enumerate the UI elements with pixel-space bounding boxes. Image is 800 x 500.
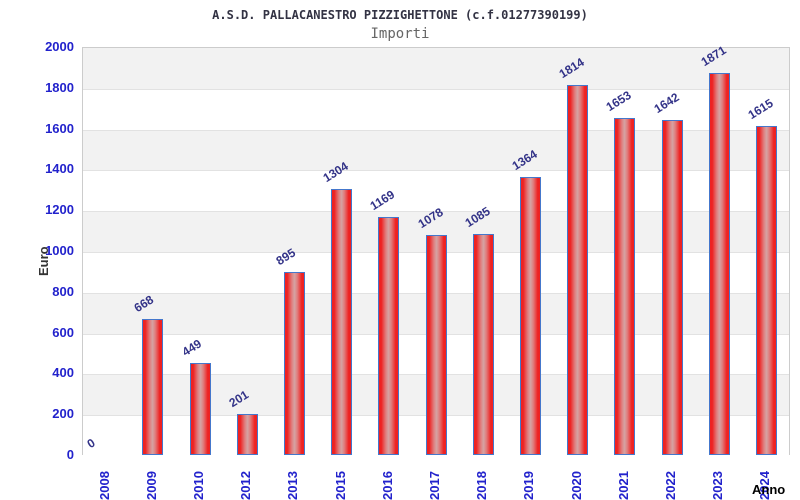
background-band (83, 129, 789, 171)
x-tick-label: 2018 (474, 471, 490, 500)
x-tick-label: 2021 (615, 471, 631, 500)
x-tick-label: 2020 (568, 471, 584, 500)
x-tick-label: 2019 (521, 471, 537, 500)
background-band (83, 374, 789, 416)
chart-title: A.S.D. PALLACANESTRO PIZZIGHETTONE (c.f.… (212, 8, 588, 22)
y-tick-label: 1200 (45, 202, 74, 218)
background-band (83, 170, 789, 212)
background-band (83, 211, 789, 252)
x-tick-label: 2015 (332, 471, 348, 500)
background-band (83, 252, 789, 293)
y-tick-label: 0 (66, 447, 74, 462)
background-band (83, 88, 789, 130)
x-tick-label: 2012 (238, 471, 254, 500)
gridline (83, 292, 789, 294)
gridline (83, 170, 789, 172)
y-tick-label: 400 (52, 365, 74, 381)
x-tick-label: 2016 (379, 471, 395, 500)
gridline (83, 415, 789, 417)
x-tick-label: 2010 (191, 471, 206, 500)
gridline (83, 252, 789, 253)
x-tick-label: 2009 (143, 471, 159, 500)
y-tick-label: 600 (52, 324, 74, 340)
plot-area (82, 47, 790, 456)
gridline (83, 374, 789, 376)
x-tick-label: 2008 (96, 471, 112, 500)
y-tick-label: 1600 (45, 120, 74, 136)
y-axis-title: Euro (36, 246, 51, 276)
x-axis-title: Anno (752, 482, 786, 497)
y-tick-label: 800 (52, 283, 74, 299)
background-band (83, 333, 789, 375)
gridline (83, 88, 789, 90)
y-tick-label: 1800 (45, 79, 74, 95)
x-tick-label: 2017 (427, 471, 442, 500)
y-tick-label: 1400 (45, 161, 74, 177)
background-band (83, 48, 789, 89)
y-tick-label: 200 (52, 406, 74, 422)
gridline (83, 211, 789, 213)
x-tick-label: 2013 (285, 471, 301, 500)
chart-subtitle: Importi (370, 26, 430, 42)
x-tick-label: 2022 (663, 471, 678, 500)
gridline (83, 333, 789, 335)
background-band (83, 415, 789, 456)
background-band (83, 292, 789, 334)
gridline (83, 129, 789, 131)
x-tick-label: 2023 (710, 471, 726, 500)
